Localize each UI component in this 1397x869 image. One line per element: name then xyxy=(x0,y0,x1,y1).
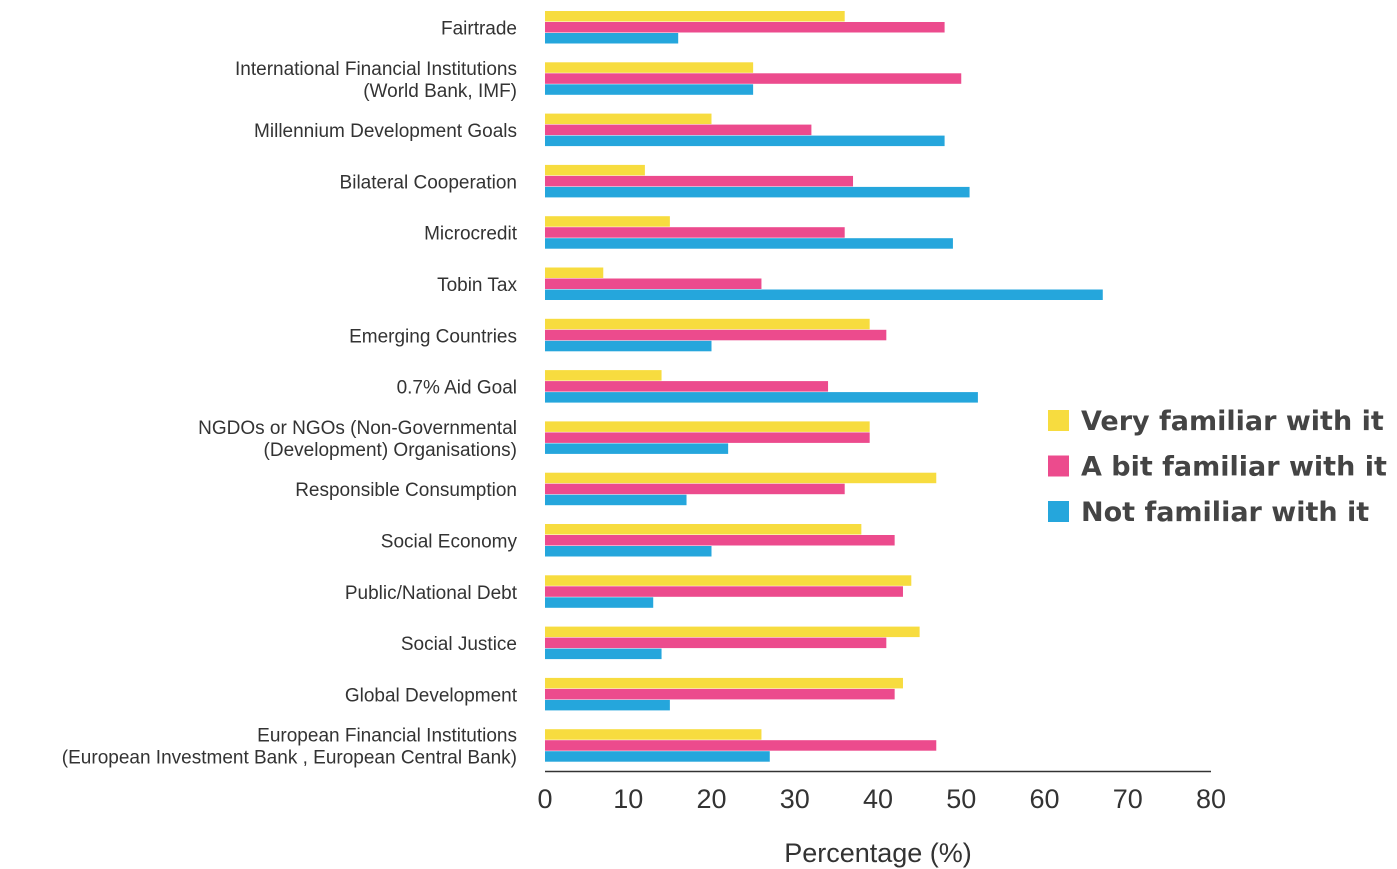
category-label: Emerging Countries xyxy=(349,326,517,347)
bar xyxy=(545,289,1103,300)
x-tick-label: 0 xyxy=(537,784,552,814)
category-label: (European Investment Bank , European Cen… xyxy=(62,748,517,769)
bar xyxy=(545,688,895,700)
category-label: Fairtrade xyxy=(441,19,517,40)
bar xyxy=(545,699,670,711)
bar xyxy=(545,278,762,289)
bar xyxy=(545,329,887,341)
bar xyxy=(545,381,829,392)
bar xyxy=(545,421,870,432)
bar xyxy=(545,11,845,22)
x-tick-label: 80 xyxy=(1196,784,1226,814)
category-label: NGDOs or NGOs (Non-Governmental xyxy=(198,418,517,439)
category-label: European Financial Institutions xyxy=(257,726,517,747)
bar xyxy=(545,586,903,597)
x-tick-label: 40 xyxy=(863,784,893,814)
bar xyxy=(545,751,770,762)
x-tick-label: 70 xyxy=(1113,784,1143,814)
legend-swatch xyxy=(1048,455,1069,477)
bar xyxy=(545,84,754,95)
bar xyxy=(545,524,862,535)
x-tick-label: 10 xyxy=(613,784,643,814)
x-tick-label: 50 xyxy=(946,784,976,814)
bar xyxy=(545,535,895,546)
x-axis-title: Percentage (%) xyxy=(784,838,972,868)
bar xyxy=(545,597,654,608)
bar xyxy=(545,33,679,44)
bar xyxy=(545,186,970,198)
category-label: (Development) Organisations) xyxy=(264,440,517,461)
bar xyxy=(545,227,845,238)
x-axis-ticks: 0 10 20 30 40 50 60 70 80 xyxy=(537,784,1226,814)
category-label: Social Justice xyxy=(401,634,517,655)
bar xyxy=(545,472,937,484)
bar xyxy=(545,626,920,638)
category-label: Responsible Consumption xyxy=(295,480,517,501)
category-label: Millennium Development Goals xyxy=(254,121,517,142)
legend-label: Very familiar with it xyxy=(1081,406,1384,437)
x-tick-label: 20 xyxy=(696,784,726,814)
bar xyxy=(545,432,870,443)
bar xyxy=(545,575,912,586)
bar xyxy=(545,238,953,249)
legend-swatch xyxy=(1048,410,1069,431)
x-tick-label: 30 xyxy=(780,784,810,814)
bars-group xyxy=(545,11,1103,762)
category-label: Bilateral Cooperation xyxy=(340,172,517,193)
bar xyxy=(545,443,729,454)
bar xyxy=(545,62,754,73)
bar xyxy=(545,729,762,740)
legend: Very familiar with it A bit familiar with… xyxy=(1048,406,1387,528)
category-label: Microcredit xyxy=(424,224,518,245)
bar xyxy=(545,267,604,278)
bar xyxy=(545,494,687,506)
category-label: Global Development xyxy=(345,685,518,706)
bar xyxy=(545,175,854,187)
category-label: 0.7% Aid Goal xyxy=(397,378,517,399)
bar xyxy=(545,648,662,660)
bar xyxy=(545,164,645,176)
bar xyxy=(545,637,887,649)
bar xyxy=(545,483,845,495)
category-label: Public/National Debt xyxy=(345,583,518,604)
bar xyxy=(545,340,712,352)
bar xyxy=(545,677,903,689)
bar xyxy=(545,22,945,33)
bar xyxy=(545,113,712,125)
bar xyxy=(545,124,812,136)
category-label: Social Economy xyxy=(381,532,518,553)
category-label: International Financial Institutions xyxy=(235,59,517,80)
bar xyxy=(545,135,945,147)
bar xyxy=(545,73,962,84)
legend-swatch xyxy=(1048,501,1069,522)
bar xyxy=(545,318,870,330)
legend-label: Not familiar with it xyxy=(1081,497,1369,528)
legend-label: A bit familiar with it xyxy=(1081,452,1387,483)
x-tick-label: 60 xyxy=(1029,784,1059,814)
bar xyxy=(545,370,662,381)
category-label: Tobin Tax xyxy=(437,275,517,296)
category-label: (World Bank, IMF) xyxy=(363,81,517,102)
category-labels: Fairtrade International Financial Institu… xyxy=(62,19,518,769)
bar xyxy=(545,216,670,227)
bar xyxy=(545,740,937,751)
bar xyxy=(545,392,978,403)
bar xyxy=(545,546,712,557)
